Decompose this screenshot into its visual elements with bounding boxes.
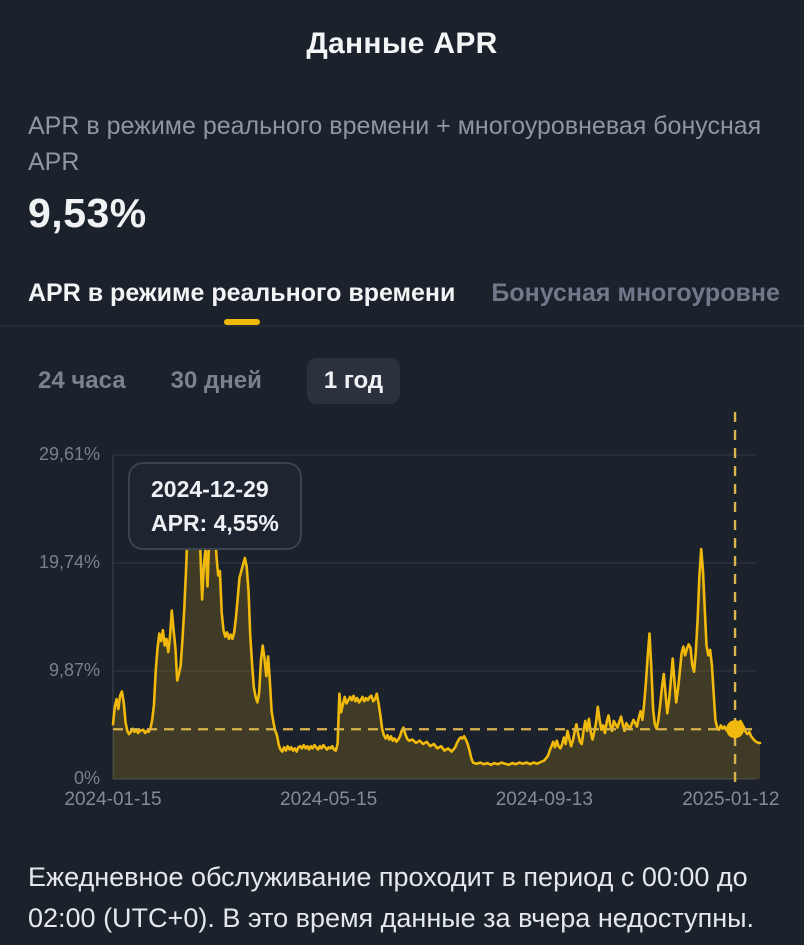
y-tick-label: 9,87% [48, 660, 100, 680]
x-tick-label: 2024-01-15 [64, 789, 162, 810]
tooltip-date: 2024-12-29 [151, 476, 269, 502]
apr-area [113, 463, 760, 779]
range-button-1y[interactable]: 1 год [306, 358, 401, 404]
time-range-selector: 24 часа 30 дней 1 год [38, 358, 804, 404]
x-tick-label: 2024-09-13 [495, 789, 593, 810]
x-tick-label: 2025-01-12 [682, 789, 780, 810]
apr-tabs: APR в режиме реального времени Бонусная … [0, 279, 804, 327]
page-title: Данные APR [306, 27, 498, 60]
tooltip-apr: APR: 4,55% [151, 510, 279, 536]
range-button-24h[interactable]: 24 часа [38, 367, 126, 394]
apr-current-value: 9,53% [28, 190, 147, 236]
apr-chart-svg [111, 412, 762, 785]
x-tick-label: 2024-05-15 [280, 789, 378, 810]
apr-chart[interactable]: 29,61% 19,74% 9,87% 0% 2024-01-15 2024-05-15… [0, 409, 804, 810]
chart-tooltip: 2024-12-29 APR: 4,55% [128, 462, 302, 550]
maintenance-note: Ежедневное обслуживание проходит в перио… [28, 862, 755, 933]
current-point-marker [726, 720, 745, 739]
tab-realtime-apr[interactable]: APR в режиме реального времени [28, 279, 455, 325]
range-button-30d[interactable]: 30 дней [170, 367, 262, 394]
apr-subtitle: APR в режиме реального времени + многоур… [28, 112, 762, 176]
y-tick-label: 19,74% [38, 552, 100, 572]
tab-bonus-tiered-apr[interactable]: Бонусная многоуровне [491, 279, 780, 307]
y-tick-label: 29,61% [38, 444, 100, 464]
y-tick-label: 0% [73, 768, 100, 788]
